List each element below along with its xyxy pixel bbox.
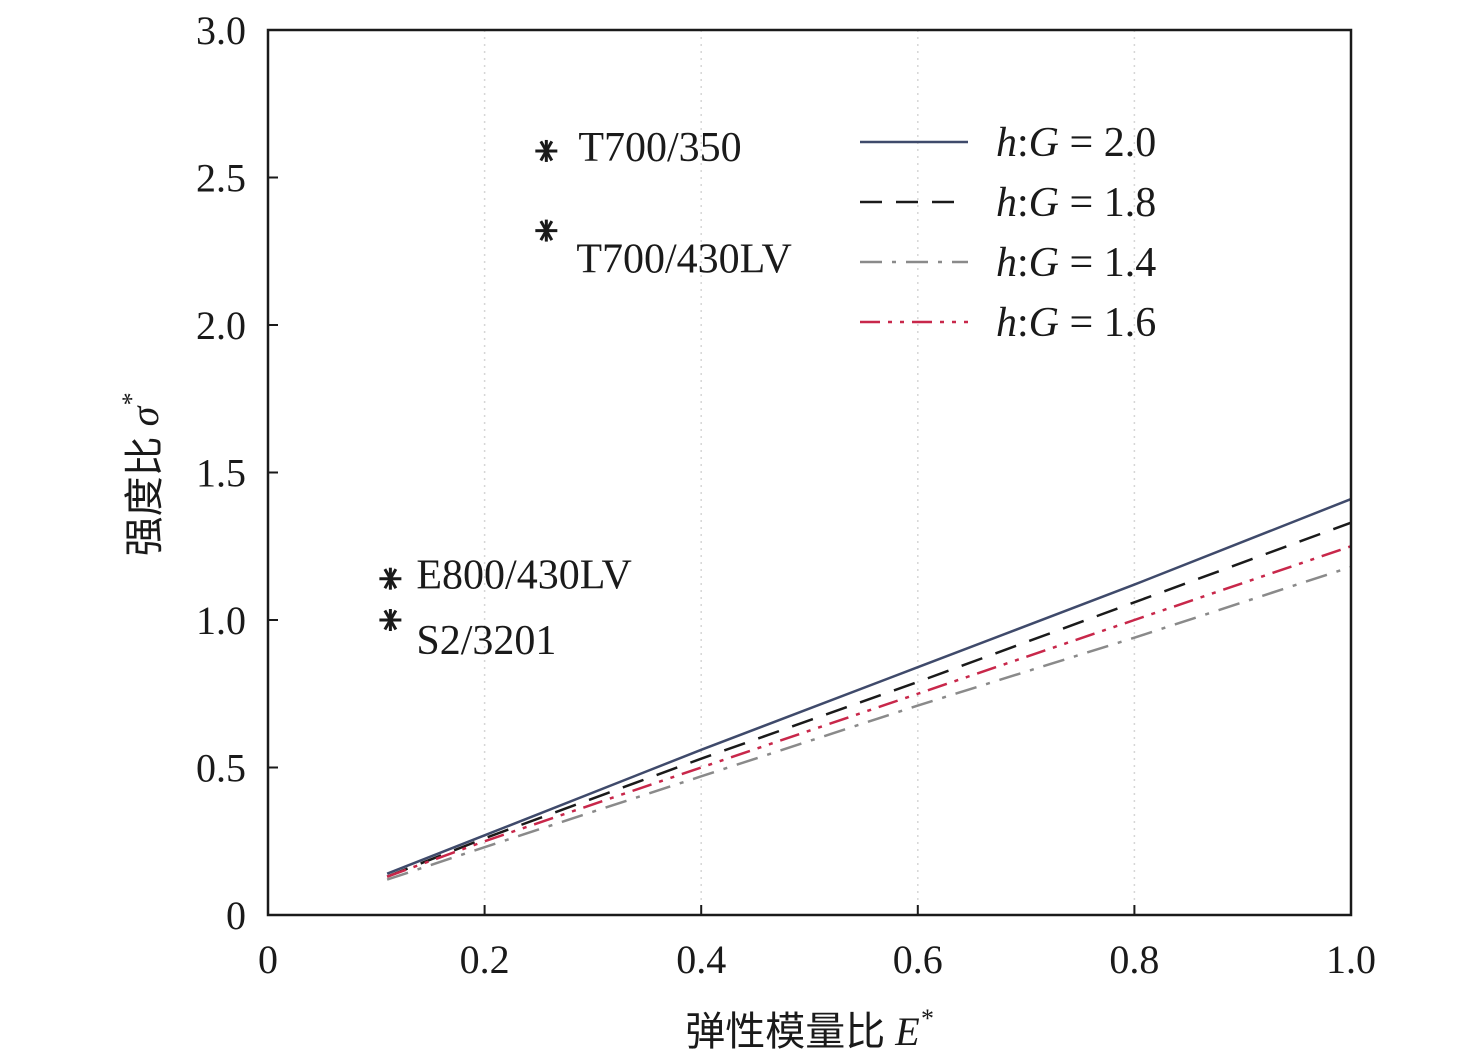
legend: h:G = 2.0 h:G = 1.8 h:G = 1.4 h:G = 1.6 xyxy=(860,120,1156,346)
y-tick-label: 0 xyxy=(226,893,246,938)
y-axis-title-symbol: σ xyxy=(122,405,167,426)
series-lines xyxy=(386,497,1352,881)
y-axis-title: 强度比 σ* xyxy=(117,394,168,557)
plot-frame xyxy=(266,28,1353,917)
x-tick-label: 0.6 xyxy=(893,937,943,982)
grid-lines xyxy=(483,30,1136,915)
y-tick-label: 3.0 xyxy=(196,8,246,53)
y-tick-label: 1.0 xyxy=(196,598,246,643)
series-line-3 xyxy=(386,545,1352,878)
asterisk-icon xyxy=(535,139,558,162)
x-axis-title: 弹性模量比 E* xyxy=(685,1004,932,1055)
y-tick-label: 2.0 xyxy=(196,303,246,348)
x-tick-label: 0.2 xyxy=(460,937,510,982)
series-line-1 xyxy=(386,521,1352,878)
series-line-0 xyxy=(386,497,1352,875)
legend-label-1: h:G = 1.8 xyxy=(996,180,1156,226)
x-tick-label: 0.4 xyxy=(676,937,726,982)
y-axis-title-text: 强度比 xyxy=(122,436,168,556)
x-axis-title-symbol: E xyxy=(894,1009,919,1054)
legend-label-3: h:G = 1.6 xyxy=(996,300,1156,346)
axis-ticks: 0 0.2 0.4 0.6 0.8 1.0 0 0.5 1.0 1.5 2.0 2.5 3.0 xyxy=(196,8,1376,982)
data-points: T700/350 T700/430LV E800/430LV S2/3201 xyxy=(379,125,792,664)
asterisk-icon xyxy=(379,567,402,590)
point-label-3: S2/3201 xyxy=(416,618,556,664)
x-axis-title-sup: * xyxy=(920,1004,933,1033)
legend-label-0: h:G = 2.0 xyxy=(996,120,1156,166)
legend-label-2: h:G = 1.4 xyxy=(996,240,1156,286)
x-axis-title-text: 弹性模量比 xyxy=(685,1009,885,1055)
point-label-2: E800/430LV xyxy=(416,553,631,599)
x-tick-label: 0 xyxy=(258,937,278,982)
point-label-0: T700/350 xyxy=(578,125,741,171)
series-line-2 xyxy=(386,565,1352,881)
asterisk-icon xyxy=(379,609,402,631)
y-axis-title-sup: * xyxy=(117,394,146,407)
point-label-1: T700/430LV xyxy=(576,237,791,283)
x-tick-label: 0.8 xyxy=(1109,937,1159,982)
y-tick-label: 0.5 xyxy=(196,746,246,791)
y-tick-label: 1.5 xyxy=(196,451,246,496)
asterisk-icon xyxy=(535,219,558,242)
y-tick-label: 2.5 xyxy=(196,156,246,201)
x-tick-label: 1.0 xyxy=(1326,937,1376,982)
